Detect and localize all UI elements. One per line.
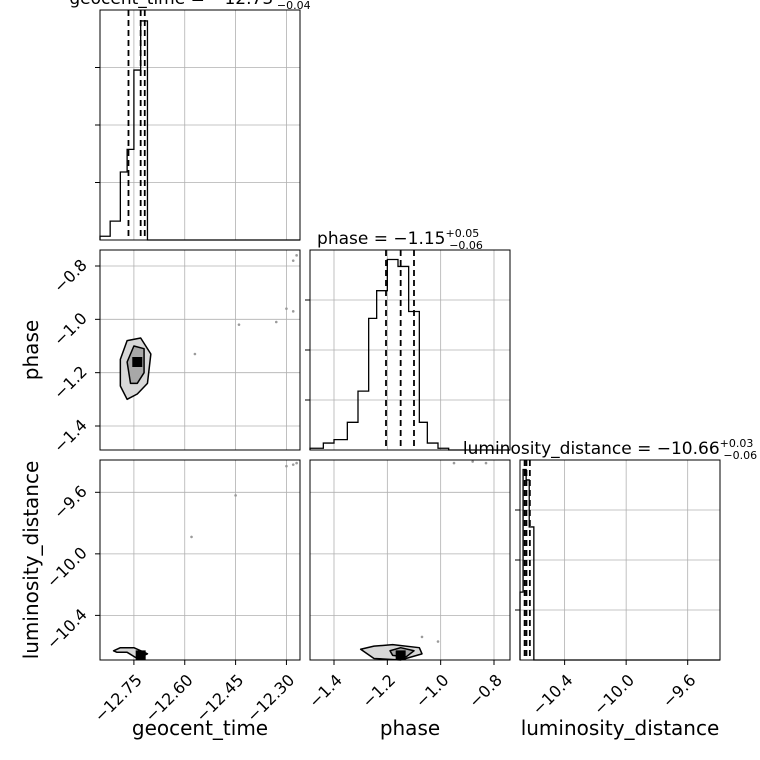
sample-point: [190, 535, 193, 539]
scatter-panel-phase-luminosity_distance: [309, 459, 511, 661]
panel-title-phase: phase = −1.15+0.05 −0.06: [317, 227, 483, 252]
sample-point: [471, 460, 474, 463]
panel-frame: [99, 249, 301, 451]
panel-title-luminosity_distance: luminosity_distance = −10.66+0.03 −0.06: [463, 437, 757, 462]
sample-point: [237, 323, 241, 326]
scatter-panel-geocent_time-luminosity_distance: [99, 459, 301, 661]
x-tick-label: −1.4: [305, 670, 346, 711]
histogram-geocent_time: [99, 20, 300, 241]
x-axis-label-phase: phase: [380, 716, 440, 740]
y-tick-label: −10.0: [43, 543, 91, 591]
panel-frame: [99, 9, 301, 241]
histogram-phase: [309, 258, 510, 451]
histogram-luminosity_distance: [519, 468, 720, 661]
hist-panel-phase: [305, 249, 511, 451]
panel-title-geocent_time: geocent_time = −12.73+0.01−0.04: [69, 0, 310, 12]
hist-panel-luminosity_distance: [515, 459, 721, 661]
y-tick-label: −1.2: [50, 362, 91, 403]
hist-panel-geocent_time: [95, 9, 301, 241]
density-core: [135, 650, 146, 661]
sample-point: [452, 461, 456, 465]
x-tick-label: −10.0: [590, 670, 638, 718]
x-tick-label: −9.6: [659, 670, 700, 711]
panel-frame: [309, 249, 511, 451]
y-tick-label: −0.8: [50, 255, 91, 296]
x-tick-label: −1.2: [358, 670, 399, 711]
sample-point: [234, 494, 237, 497]
sample-point: [291, 310, 295, 313]
sample-point: [420, 635, 424, 639]
y-tick-label: −10.4: [43, 605, 91, 653]
y-axis-label-phase: phase: [19, 320, 43, 380]
panel-frame: [519, 459, 721, 661]
density-core: [395, 650, 406, 661]
sample-point: [484, 461, 488, 465]
y-axis-label-luminosity_distance: luminosity_distance: [19, 461, 43, 660]
sample-point: [295, 461, 298, 465]
x-axis-label-geocent_time: geocent_time: [132, 716, 268, 740]
panel-frame: [309, 459, 511, 661]
x-tick-label: −1.0: [412, 670, 453, 711]
density-core: [132, 357, 143, 367]
sample-point: [285, 464, 288, 468]
x-axis-label-luminosity_distance: luminosity_distance: [521, 716, 720, 740]
sample-point: [274, 320, 278, 324]
y-tick-label: −9.6: [50, 482, 91, 523]
sample-point: [193, 352, 197, 356]
x-tick-label: −10.4: [528, 670, 576, 718]
y-tick-label: −1.0: [50, 309, 91, 350]
panel-frame: [99, 459, 301, 661]
sample-point: [285, 307, 288, 310]
y-tick-label: −1.4: [50, 415, 91, 456]
sample-point: [291, 259, 295, 262]
scatter-panel-geocent_time-phase: [99, 249, 301, 451]
sample-point: [295, 254, 298, 257]
sample-point: [291, 463, 295, 466]
x-tick-label: −0.8: [465, 670, 506, 711]
sample-point: [436, 640, 440, 643]
